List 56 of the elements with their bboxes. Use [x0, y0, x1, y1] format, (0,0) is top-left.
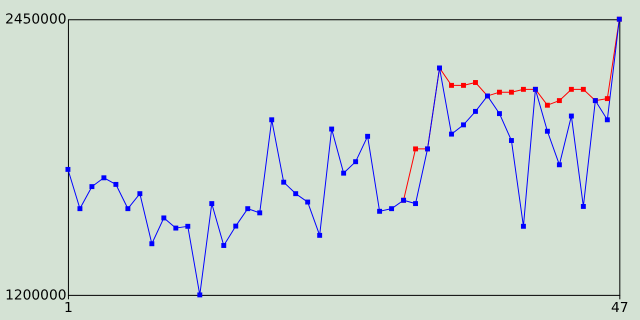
- point: [317, 232, 322, 238]
- point: [580, 204, 586, 209]
- x-tick-label: 47: [611, 300, 629, 316]
- point: [449, 82, 454, 88]
- point: [556, 98, 562, 104]
- point: [257, 210, 262, 216]
- point: [245, 206, 250, 212]
- point: [473, 80, 478, 85]
- point: [329, 126, 334, 132]
- point: [89, 184, 94, 190]
- point: [161, 215, 166, 220]
- point: [113, 182, 118, 187]
- point: [389, 206, 394, 212]
- point: [604, 117, 610, 122]
- point: [209, 201, 214, 206]
- point: [520, 224, 526, 229]
- point: [173, 226, 178, 231]
- point: [269, 117, 274, 122]
- point: [508, 90, 514, 95]
- point: [377, 208, 382, 214]
- point: [149, 241, 154, 246]
- point: [137, 191, 142, 196]
- y-tick-label: 2450000: [5, 12, 66, 28]
- point: [556, 162, 562, 168]
- point: [461, 122, 466, 128]
- point: [125, 206, 130, 212]
- point: [496, 111, 502, 116]
- point: [293, 191, 298, 196]
- point: [353, 159, 358, 164]
- point: [305, 200, 310, 205]
- point: [221, 243, 226, 248]
- point: [365, 134, 370, 139]
- point: [65, 166, 70, 172]
- point: [473, 108, 478, 114]
- point: [544, 128, 550, 134]
- point: [496, 90, 502, 95]
- point: [101, 175, 106, 180]
- point: [281, 180, 286, 185]
- point: [568, 114, 574, 118]
- point: [197, 292, 202, 298]
- point: [185, 224, 190, 229]
- point: [341, 170, 346, 176]
- point: [604, 96, 610, 102]
- point: [413, 201, 418, 206]
- point: [233, 224, 238, 229]
- y-tick-label: 1200000: [5, 287, 66, 304]
- point: [77, 206, 82, 212]
- point: [580, 86, 586, 92]
- point: [413, 146, 418, 152]
- point: [568, 86, 574, 92]
- point: [520, 86, 526, 92]
- point: [544, 102, 550, 108]
- point: [461, 82, 466, 88]
- x-tick-label: 1: [64, 300, 73, 316]
- point: [508, 138, 514, 143]
- point: [449, 132, 454, 137]
